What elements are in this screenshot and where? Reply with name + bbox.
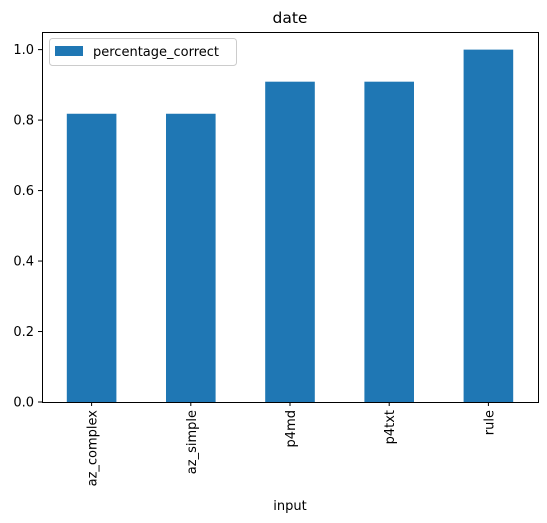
bar-p4md — [265, 82, 315, 402]
x-tick-label: rule — [482, 410, 497, 435]
y-tick-label: 1.0 — [13, 43, 34, 58]
x-tick-label: p4txt — [383, 410, 398, 444]
y-tick-label: 0.4 — [13, 255, 34, 270]
chart-title: date — [273, 9, 308, 27]
y-tick-label: 0.8 — [13, 114, 34, 129]
x-tick-label: az_simple — [185, 410, 200, 474]
x-axis-label: input — [273, 499, 306, 514]
bar-az_complex — [67, 114, 117, 402]
legend: percentage_correct — [50, 39, 237, 66]
bar-az_simple — [166, 114, 216, 402]
bar-p4txt — [364, 82, 414, 402]
y-tick-label: 0.0 — [13, 396, 34, 411]
legend-label: percentage_correct — [93, 45, 219, 60]
y-tick-label: 0.6 — [13, 184, 34, 199]
bar-rule — [464, 50, 514, 402]
x-tick-label: az_complex — [86, 410, 101, 487]
x-tick-label: p4md — [284, 410, 299, 447]
y-tick-label: 0.2 — [13, 325, 34, 340]
legend-swatch — [55, 46, 83, 56]
